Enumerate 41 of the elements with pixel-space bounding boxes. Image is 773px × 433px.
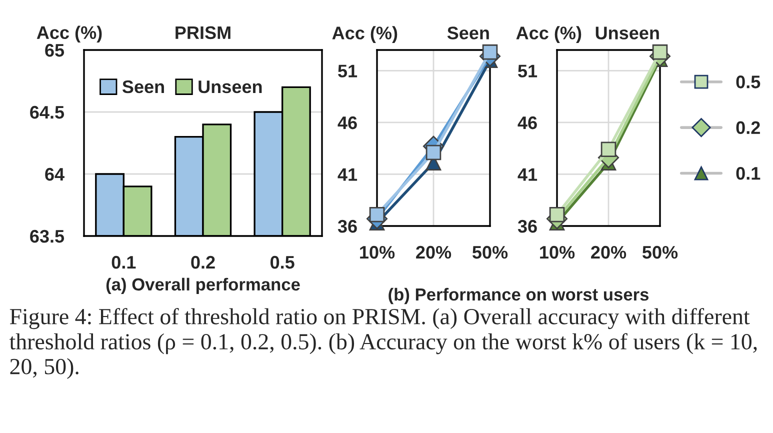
y-tick-label: 36 — [518, 220, 537, 233]
x-tick-label: 0.1 — [112, 256, 136, 269]
legend-label: Seen — [122, 80, 164, 94]
y-axis-title: Acc (%) — [332, 26, 398, 43]
x-tick-label: 0.2 — [191, 256, 215, 269]
legend-label: 0.5 — [736, 76, 760, 88]
x-tick-label: 20% — [416, 246, 452, 259]
y-tick-label: 46 — [338, 116, 357, 130]
point — [482, 44, 498, 60]
y-tick-label: 51 — [338, 64, 358, 78]
chart-title: Unseen — [596, 26, 659, 40]
point — [426, 144, 442, 160]
y-tick-label: 63.5 — [30, 230, 64, 243]
y-tick-label: 41 — [518, 168, 538, 181]
caption: Figure 4: Effect of threshold ratio on PRISM. (a) Overall accuracy with different threshold ratios (ρ = 0.1, 0.2, 0.5). (b) Accuracy on the worst k% of users (k = 10, 20, 50). — [10, 308, 757, 379]
chart-title: Seen — [447, 26, 489, 40]
y-axis-title: Acc (%) — [36, 26, 102, 43]
x-tick-label: 10% — [540, 246, 575, 259]
point — [652, 44, 668, 60]
legend-label: 0.2 — [736, 121, 760, 134]
x-axis-title: (b) Performance on worst users — [388, 288, 649, 304]
point — [549, 206, 565, 222]
x-tick-label: 20% — [591, 246, 626, 259]
x-tick-label: 10% — [360, 246, 395, 259]
y-tick-label: 51 — [518, 64, 538, 78]
y-axis-title: Acc (%) — [516, 26, 582, 43]
x-tick-label: 50% — [642, 246, 678, 259]
chart-title: PRISM — [176, 26, 230, 40]
legend-label: Unseen — [198, 80, 262, 94]
y-tick-label: 36 — [338, 220, 357, 233]
x-axis-title: (a) Overall performance — [106, 278, 300, 294]
y-tick-label: 64.5 — [30, 106, 64, 119]
x-tick-label: 50% — [472, 246, 508, 259]
y-tick-label: 65 — [45, 44, 64, 57]
y-tick-label: 46 — [518, 116, 537, 130]
x-tick-label: 0.5 — [270, 256, 294, 269]
point — [369, 206, 385, 222]
legend-label: 0.1 — [736, 166, 760, 180]
point — [600, 142, 616, 158]
y-tick-label: 64 — [45, 168, 64, 181]
y-tick-label: 41 — [338, 168, 358, 181]
